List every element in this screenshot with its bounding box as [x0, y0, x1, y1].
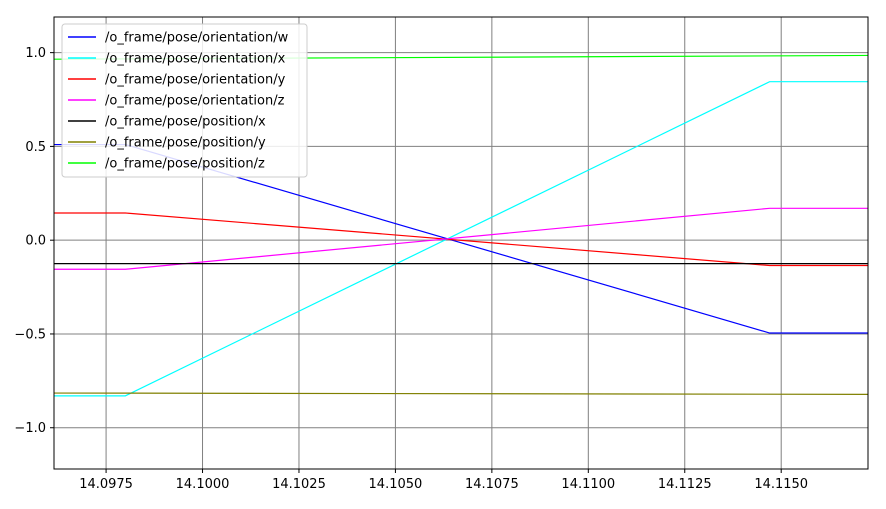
- series-line: [54, 212, 868, 267]
- x-tick-label: 14.1150: [754, 477, 808, 492]
- x-tick-label: 14.1000: [176, 477, 230, 492]
- y-tick-label: 1.0: [25, 46, 46, 61]
- legend: /o_frame/pose/orientation/w/o_frame/pose…: [61, 23, 308, 178]
- y-tick-label: 0.5: [25, 140, 46, 155]
- legend-label: /o_frame/pose/orientation/w: [105, 31, 289, 46]
- legend-label: /o_frame/pose/orientation/x: [105, 52, 286, 67]
- legend-label: /o_frame/pose/orientation/y: [105, 73, 286, 88]
- y-tick-label: 0.0: [25, 234, 46, 249]
- axis-ticks: 14.0975 14.1000 14.1025 14.1050 14.1075 14.11…: [14, 46, 808, 492]
- x-tick-label: 14.1075: [465, 477, 519, 492]
- x-tick-label: 14.1125: [658, 477, 712, 492]
- legend-box: [61, 23, 308, 178]
- legend-label: /o_frame/pose/position/y: [105, 136, 266, 151]
- plot-frame: [53, 16, 869, 470]
- x-tick-label: 14.0975: [79, 477, 133, 492]
- x-tick-label: 14.1100: [561, 477, 615, 492]
- series-line: [54, 207, 868, 270]
- x-tick-label: 14.1050: [369, 477, 423, 492]
- legend-label: /o_frame/pose/position/x: [105, 115, 266, 130]
- legend-label: /o_frame/pose/orientation/z: [105, 94, 285, 109]
- y-tick-label: −1.0: [14, 421, 46, 436]
- x-tick-label: 14.1025: [272, 477, 326, 492]
- legend-label: /o_frame/pose/position/z: [105, 157, 265, 172]
- series-line: [54, 392, 868, 395]
- y-tick-label: −0.5: [14, 327, 46, 342]
